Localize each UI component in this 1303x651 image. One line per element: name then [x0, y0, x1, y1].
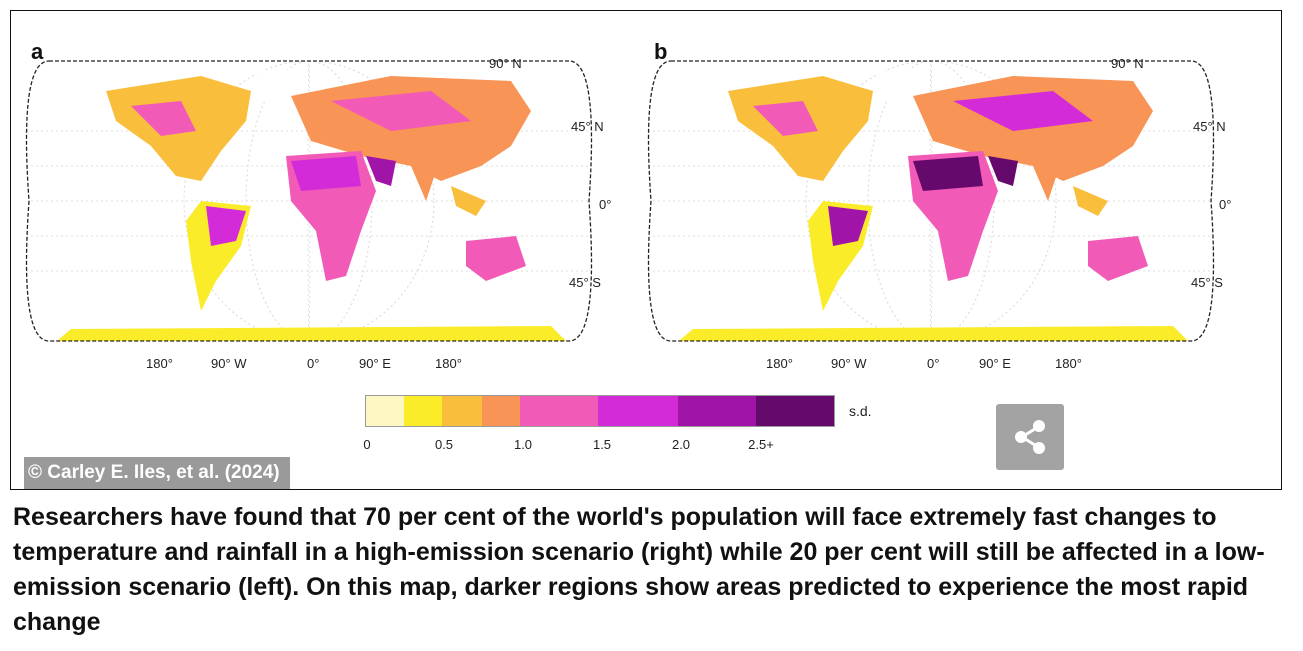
- maps-svg: [25, 60, 1215, 342]
- legend-swatch: [404, 396, 442, 426]
- legend-swatch: [366, 396, 404, 426]
- land-region: [411, 166, 436, 201]
- land-region: [913, 156, 983, 191]
- land-region: [206, 206, 246, 246]
- land-region: [256, 69, 301, 106]
- share-icon: [1015, 420, 1045, 454]
- lon-label-90w-a: 90° W: [211, 356, 247, 371]
- lon-label-180e-b: 180°: [1055, 356, 1082, 371]
- land-region: [291, 156, 361, 191]
- land-region: [753, 101, 818, 136]
- legend-tick: 0.5: [434, 437, 454, 452]
- land-region: [451, 186, 486, 216]
- figure-panel: a b 90° N 45° N 0° 45° S 180° 90° W 0° 9…: [10, 10, 1282, 490]
- legend-swatch: [482, 396, 520, 426]
- land-region: [673, 326, 1193, 341]
- lon-label-0-a: 0°: [307, 356, 320, 371]
- lon-label-90e-a: 90° E: [359, 356, 391, 371]
- lat-label-90n-b: 90° N: [1111, 56, 1144, 71]
- image-credit: © Carley E. Iles, et al. (2024): [24, 457, 290, 489]
- legend-swatch: [756, 396, 834, 426]
- lat-label-45s-b: 45° S: [1191, 275, 1223, 290]
- graticule-line: [805, 61, 1057, 341]
- legend-swatch: [678, 396, 756, 426]
- legend-tick: 2.0: [671, 437, 691, 452]
- land-region: [953, 91, 1093, 131]
- lon-label-90w-b: 90° W: [831, 356, 867, 371]
- legend-swatch: [598, 396, 678, 426]
- lat-label-45n-b: 45° N: [1193, 119, 1226, 134]
- lon-label-0-b: 0°: [927, 356, 940, 371]
- share-button[interactable]: [996, 404, 1064, 470]
- panel-letter-b: b: [654, 39, 668, 64]
- land-region: [878, 69, 923, 106]
- legend-tick: 1.0: [513, 437, 533, 452]
- lat-label-0-b: 0°: [1219, 197, 1232, 212]
- land-region: [466, 236, 526, 281]
- map-panel-b: [647, 60, 1215, 342]
- legend-swatch: [442, 396, 482, 426]
- legend-unit: s.d.: [849, 403, 872, 419]
- legend-tick: 2.5+: [748, 437, 774, 452]
- panel-letter-a: a: [31, 39, 44, 64]
- land-region: [131, 101, 196, 136]
- lon-label-180e-a: 180°: [435, 356, 462, 371]
- lat-label-0-a: 0°: [599, 197, 612, 212]
- land-region: [1033, 166, 1058, 201]
- land-region: [988, 156, 1018, 186]
- land-region: [828, 206, 868, 246]
- land-region: [331, 91, 471, 131]
- map-land-group: [26, 61, 592, 341]
- map-land-group: [648, 61, 1214, 341]
- land-region: [366, 156, 396, 186]
- lon-label-180w-a: 180°: [146, 356, 173, 371]
- land-region: [51, 326, 571, 341]
- map-outline: [647, 60, 1215, 342]
- caption: Researchers have found that 70 per cent …: [13, 503, 1265, 636]
- land-region: [1073, 186, 1108, 216]
- legend-tick: 1.5: [592, 437, 612, 452]
- lat-label-45n-a: 45° N: [571, 119, 604, 134]
- map-panel-a: [25, 60, 593, 342]
- graticule-line: [183, 61, 435, 341]
- legend-tick: 0: [363, 437, 371, 452]
- map-outline: [25, 60, 593, 342]
- lon-label-180w-b: 180°: [766, 356, 793, 371]
- lat-label-90n-a: 90° N: [489, 56, 522, 71]
- legend-swatch: [520, 396, 598, 426]
- color-legend: [365, 395, 835, 427]
- lon-label-90e-b: 90° E: [979, 356, 1011, 371]
- lat-label-45s-a: 45° S: [569, 275, 601, 290]
- land-region: [1088, 236, 1148, 281]
